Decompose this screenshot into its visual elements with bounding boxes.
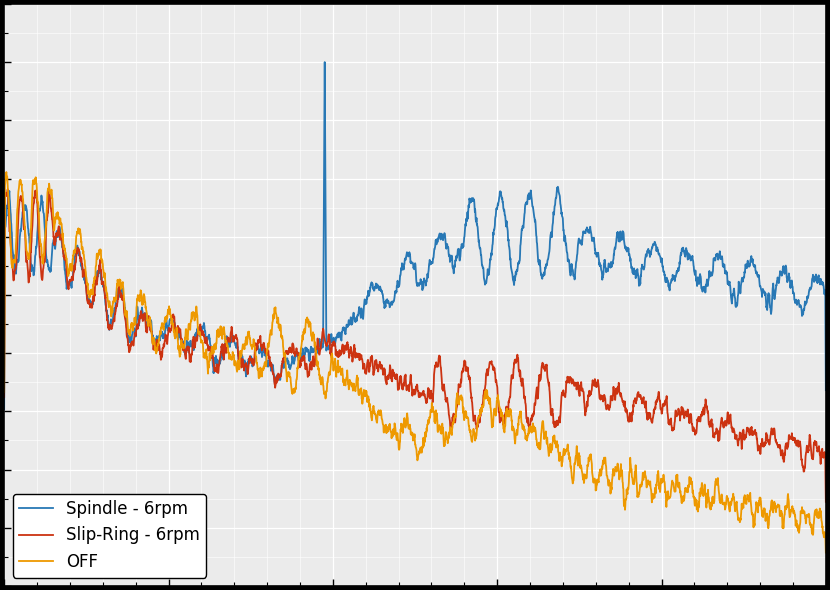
Slip-Ring - 6rpm [0,394,9,401]
Line: Slip-Ring - 6rpm: Slip-Ring - 6rpm [4,189,826,502]
Slip-Ring - 6rpm [716,415,726,422]
Slip-Ring - 6rpm [350,349,360,356]
OFF [315,371,325,378]
Spindle - 6rpm [315,338,325,345]
Slip-Ring - 6rpm [821,499,830,506]
Slip-Ring - 6rpm [2,186,12,193]
OFF [805,519,815,526]
Spindle - 6rpm [805,286,815,293]
OFF [142,310,152,317]
Legend: Spindle - 6rpm, Slip-Ring - 6rpm, OFF: Spindle - 6rpm, Slip-Ring - 6rpm, OFF [12,493,207,578]
Spindle - 6rpm [821,386,830,394]
OFF [93,250,103,257]
Spindle - 6rpm [93,273,103,280]
Spindle - 6rpm [320,58,330,65]
Line: Spindle - 6rpm: Spindle - 6rpm [4,62,826,409]
Slip-Ring - 6rpm [315,351,325,358]
OFF [821,549,830,556]
Spindle - 6rpm [142,319,152,326]
Slip-Ring - 6rpm [93,270,103,277]
Line: OFF: OFF [4,172,826,553]
Slip-Ring - 6rpm [805,434,815,441]
OFF [716,492,726,499]
Spindle - 6rpm [0,406,9,413]
OFF [0,389,9,396]
OFF [350,386,360,394]
Slip-Ring - 6rpm [142,329,152,336]
OFF [2,169,12,176]
Spindle - 6rpm [716,255,726,262]
Spindle - 6rpm [350,316,360,323]
